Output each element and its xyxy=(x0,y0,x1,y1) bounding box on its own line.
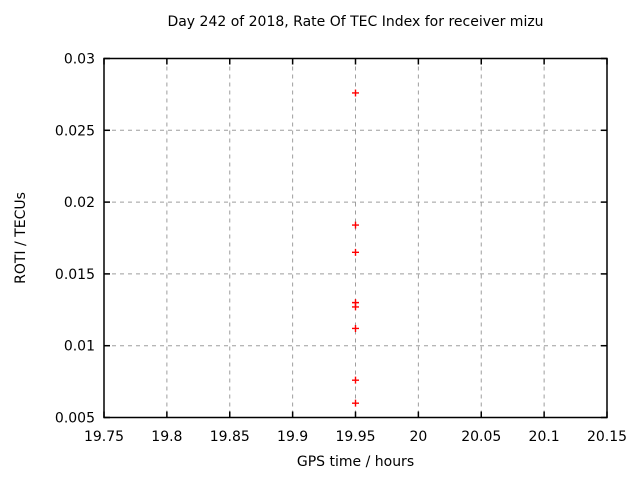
x-tick-label: 20.15 xyxy=(587,429,627,445)
y-axis-label: ROTI / TECUs xyxy=(13,192,29,284)
x-tick-label: 19.8 xyxy=(151,429,182,445)
y-tick-label: 0.025 xyxy=(55,123,95,139)
y-tick-label: 0.02 xyxy=(64,195,95,211)
data-point-marker xyxy=(352,376,359,384)
x-tick-label: 19.75 xyxy=(84,429,124,445)
y-tick-label: 0.005 xyxy=(55,411,95,427)
data-point-marker xyxy=(352,324,359,332)
x-tick-label: 20.05 xyxy=(461,429,501,445)
plot-generated-layer: 19.75 19.8 19.85 19.9 19.95 20 20.05 20.1 20.15 0… xyxy=(55,52,627,446)
data-point-marker xyxy=(352,221,359,229)
chart-title: Day 242 of 2018, Rate Of TEC Index for r… xyxy=(167,14,543,30)
y-tick-label: 0.015 xyxy=(55,267,95,283)
x-tick-label: 20 xyxy=(409,429,427,445)
data-point-marker xyxy=(352,89,359,97)
x-tick-label: 19.9 xyxy=(277,429,308,445)
data-point-marker xyxy=(352,303,359,311)
x-tick-label: 19.85 xyxy=(210,429,250,445)
y-tick-label: 0.03 xyxy=(64,52,95,68)
x-tick-label: 19.95 xyxy=(335,429,375,445)
x-axis-label: GPS time / hours xyxy=(297,454,414,470)
y-tick-label: 0.01 xyxy=(64,339,95,355)
x-tick-label: 20.1 xyxy=(529,429,560,445)
data-point-marker xyxy=(352,399,359,407)
data-point-marker xyxy=(352,248,359,256)
